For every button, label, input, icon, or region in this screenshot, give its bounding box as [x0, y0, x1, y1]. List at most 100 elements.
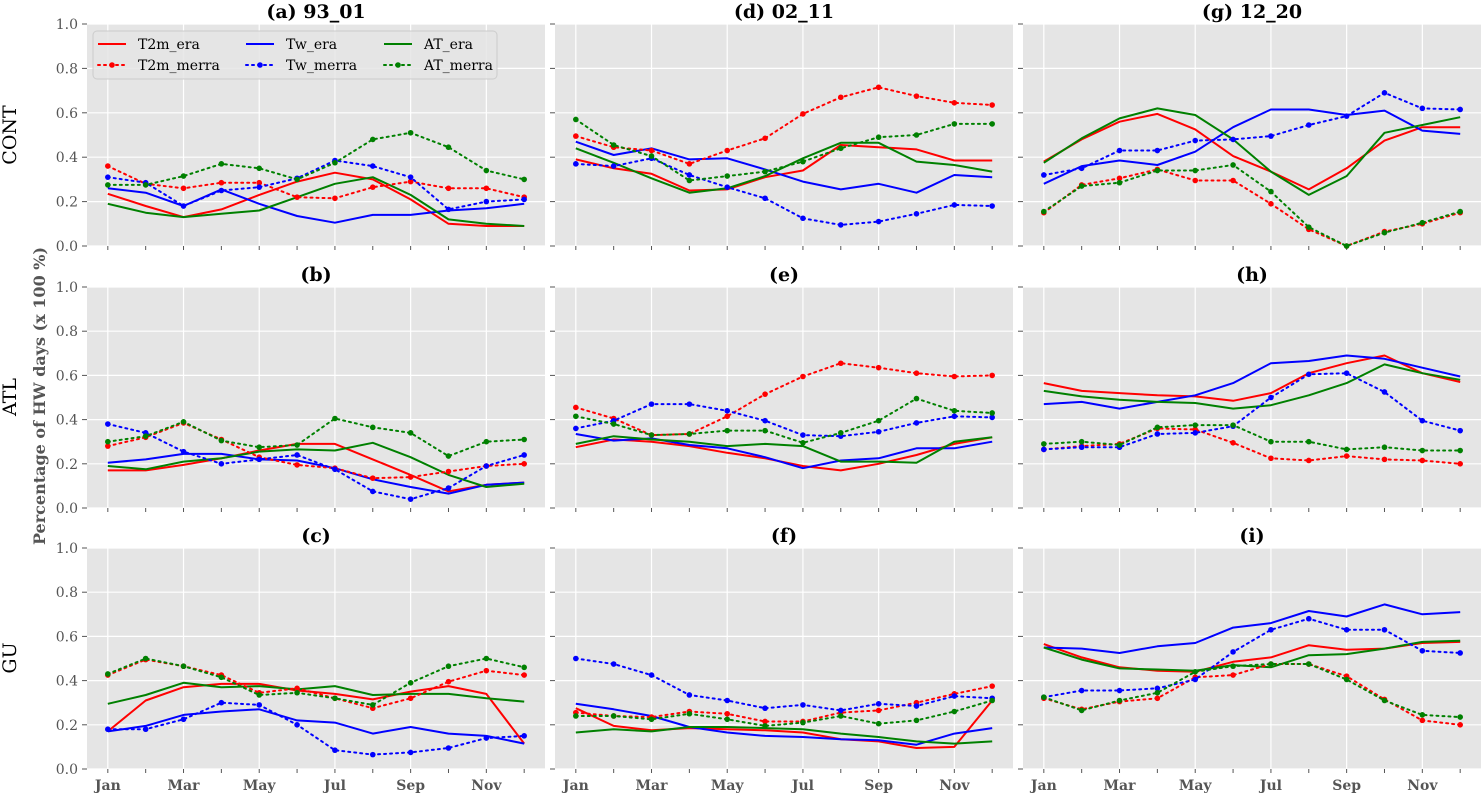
data-point-at-merra [762, 723, 768, 729]
panel-title: (c) [301, 525, 331, 547]
ytick-label: 0.2 [56, 457, 78, 473]
data-point-at-merra [1230, 663, 1236, 670]
data-point-tw-merra [369, 163, 376, 169]
data-point-tw-merra [1305, 615, 1312, 622]
data-point-at-merra [800, 158, 806, 165]
data-point-tw-merra [989, 414, 995, 421]
xtick-label: Sep [396, 778, 425, 793]
data-point-tw-merra [1192, 676, 1199, 683]
panel-title: (a) 93_01 [266, 1, 365, 23]
data-point-tw-merra [1192, 430, 1199, 436]
data-point-tw-merra [218, 187, 225, 194]
legend-marker [257, 62, 263, 68]
data-point-tw-merra [989, 203, 995, 209]
series-line-tw-era [575, 140, 993, 194]
series-line-at-merra [574, 699, 994, 727]
series-line-tw-merra [106, 701, 526, 756]
data-point-at-merra [648, 153, 655, 159]
data-point-at-merra [1078, 707, 1085, 714]
data-point-tw-merra [1192, 137, 1199, 144]
data-point-tw-merra [951, 693, 958, 699]
data-point-t2m-merra [445, 468, 452, 475]
data-point-t2m-merra [445, 678, 452, 685]
series-line-t2m-merra [574, 362, 994, 437]
data-point-t2m-merra [1154, 695, 1161, 702]
y-axis-label: Percentage of HW days (x 100 %) [30, 247, 49, 545]
data-point-t2m-merra [1419, 457, 1426, 464]
data-point-at-merra [180, 173, 187, 179]
data-point-tw-merra [483, 198, 490, 205]
series-line-at-era [575, 726, 993, 745]
data-point-t2m-merra [724, 413, 731, 420]
xtick-label: Nov [471, 778, 502, 793]
data-point-tw-merra [573, 655, 579, 662]
data-point-at-merra [445, 453, 452, 459]
data-point-at-merra [256, 444, 263, 451]
data-point-tw-merra [837, 707, 844, 714]
data-point-tw-merra [686, 172, 693, 178]
row-label-cont: CONT [0, 105, 21, 165]
data-point-at-merra [369, 424, 376, 431]
data-point-tw-merra [332, 747, 338, 754]
ytick-label: 0.6 [56, 368, 78, 384]
data-point-at-merra [1078, 183, 1085, 189]
data-point-at-merra [445, 144, 452, 151]
panel-f: Jan Mar May Jul Sep Nov (f) [550, 525, 1013, 793]
data-point-tw-merra [1305, 122, 1312, 128]
data-point-at-merra [724, 173, 731, 179]
panel-h: (h) [1018, 264, 1481, 512]
data-point-at-merra [837, 713, 844, 719]
xtick-label: Jan [561, 778, 589, 793]
data-point-at-merra [913, 132, 920, 138]
data-point-at-merra [1116, 442, 1123, 448]
data-point-at-merra [521, 176, 527, 183]
data-point-at-merra [875, 720, 882, 727]
series-line-tw-era [1043, 108, 1461, 185]
data-point-tw-merra [1268, 626, 1274, 633]
ytick-label: 0.0 [56, 239, 78, 255]
data-point-t2m-merra [294, 462, 300, 468]
data-point-tw-merra [800, 432, 806, 438]
data-point-t2m-merra [105, 443, 111, 449]
series-line-t2m-merra [1042, 427, 1462, 465]
data-point-tw-merra [837, 222, 844, 228]
series-line-at-merra [106, 657, 526, 706]
data-point-at-merra [989, 410, 995, 416]
data-point-t2m-merra [1268, 201, 1274, 207]
data-point-t2m-merra [989, 372, 995, 379]
ytick-label: 0.4 [56, 413, 78, 429]
series-line-tw-merra [106, 423, 526, 501]
data-point-t2m-merra [951, 100, 958, 106]
data-point-at-merra [1381, 229, 1388, 236]
data-point-at-merra [648, 432, 655, 438]
ytick-label: 0.8 [56, 585, 78, 601]
data-point-at-merra [1457, 447, 1463, 454]
series-line-at-merra [1042, 164, 1462, 247]
data-point-tw-merra [1154, 431, 1161, 437]
series-line-at-era [1043, 639, 1461, 672]
data-point-t2m-merra [1268, 455, 1274, 462]
panel-e: (e) [550, 264, 1013, 512]
data-point-t2m-merra [724, 710, 731, 717]
data-point-tw-merra [1154, 685, 1161, 692]
data-point-tw-merra [483, 735, 490, 741]
data-point-t2m-merra [686, 161, 693, 167]
data-point-tw-merra [445, 206, 452, 213]
data-point-at-merra [951, 407, 958, 414]
xtick-label: Mar [636, 778, 669, 793]
data-point-at-merra [800, 719, 806, 726]
data-point-tw-merra [762, 705, 768, 712]
data-point-tw-merra [142, 726, 149, 733]
data-point-t2m-merra [989, 683, 995, 689]
data-point-tw-merra [686, 692, 693, 698]
data-point-tw-merra [256, 184, 263, 190]
xtick-label: Jul [322, 778, 346, 793]
data-point-tw-merra [218, 461, 225, 467]
series-line-t2m-era [107, 682, 525, 745]
series-line-tw-era [107, 452, 525, 495]
data-point-tw-merra [256, 702, 263, 708]
data-point-tw-merra [724, 407, 731, 414]
series-line-at-merra [574, 397, 994, 444]
data-point-tw-merra [1457, 106, 1463, 113]
